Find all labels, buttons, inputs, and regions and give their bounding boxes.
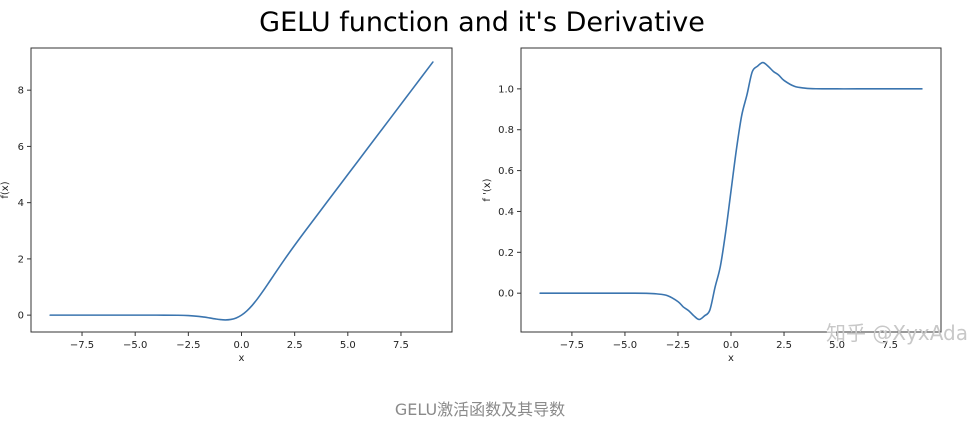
y-tick-label: 1.0 [498,84,514,95]
x-tick-label: −7.5 [560,340,584,351]
plot-gelu-derivative: −7.5 −5.0 −2.5 0.0 2.5 5.0 7.5 0.0 0.2 0.4 0.6 0.8 1… [482,47,942,364]
x-tick-label: −2.5 [176,340,200,351]
x-tick-label: 5.0 [829,340,845,351]
figure-title: GELU function and it's Derivative [259,7,705,38]
series-line [539,61,923,321]
x-tick-label: 2.5 [287,340,303,351]
y-tick-label: 8 [18,86,24,97]
y-tick-label: 2 [18,254,24,265]
y-tick-label: 0.4 [498,207,514,218]
x-tick-label: 7.5 [393,340,409,351]
watermark: 知乎 @XyxAda [826,321,968,345]
y-tick-label: 6 [18,142,24,153]
x-tick-label: 7.5 [882,340,898,351]
y-tick-label: 0 [18,311,24,322]
y-axis-label: f(x) [0,181,11,198]
x-tick-label: −5.0 [123,340,147,351]
x-tick-label: −2.5 [666,340,690,351]
y-tick-label: 0.8 [498,125,514,136]
plot-gelu: −7.5 −5.0 −2.5 0.0 2.5 5.0 7.5 0 2 4 6 8 x f(x) [0,47,453,364]
series-line [49,61,434,321]
x-tick-label: 0.0 [723,340,739,351]
y-tick-label: 0.2 [498,248,514,259]
x-tick-label: 5.0 [340,340,356,351]
x-axis-label: x [728,353,734,364]
x-tick-label: −7.5 [70,340,94,351]
y-tick-label: 4 [18,198,24,209]
y-axis-label: f '(x) [482,178,493,201]
y-tick-label: 0.6 [498,166,514,177]
x-axis-label: x [239,353,245,364]
plot-frame [30,47,453,333]
figure-caption: GELU激活函数及其导数 [395,400,565,419]
x-tick-label: 2.5 [776,340,792,351]
x-tick-label: −5.0 [613,340,637,351]
x-tick-label: 0.0 [234,340,250,351]
y-tick-label: 0.0 [498,289,514,300]
